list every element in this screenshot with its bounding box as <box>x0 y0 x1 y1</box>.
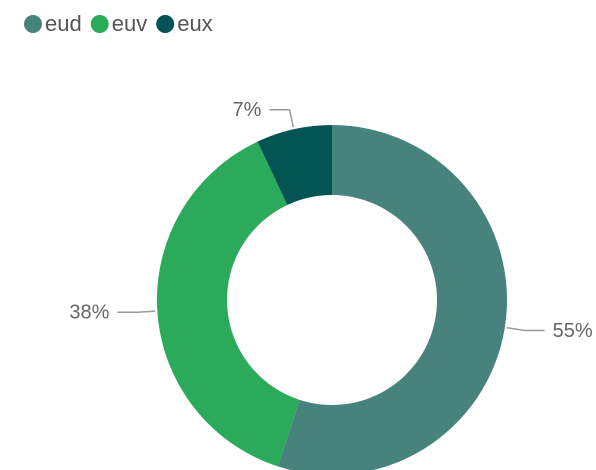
donut-slice <box>277 125 507 470</box>
slice-label: 38% <box>69 302 109 324</box>
legend-item: eux <box>156 11 213 36</box>
leader-line <box>269 108 295 128</box>
donut-slice <box>257 125 332 205</box>
legend-item: euv <box>90 11 147 36</box>
legend-text: eux <box>177 11 212 36</box>
leader-line <box>506 326 545 332</box>
legend-text: eud <box>45 11 82 36</box>
donut-slice <box>157 141 300 467</box>
legend-swatch <box>156 15 175 33</box>
legend-swatch <box>24 15 42 33</box>
slice-label: 7% <box>233 99 262 121</box>
legend-item: eud <box>24 11 82 36</box>
legend-text: euv <box>112 11 147 36</box>
leader-line <box>117 310 156 313</box>
legend-swatch <box>90 15 109 33</box>
slice-label: 55% <box>553 320 593 342</box>
